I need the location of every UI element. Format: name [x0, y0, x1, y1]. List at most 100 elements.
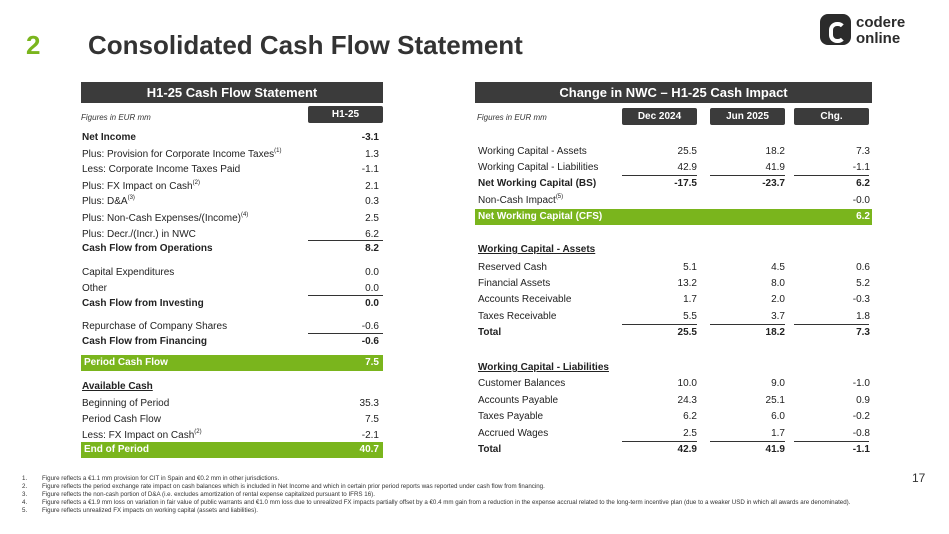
- right-row-value: 42.9: [677, 444, 697, 455]
- right-row-value: 4.5: [771, 262, 785, 273]
- right-row-label-text: Total: [478, 444, 502, 455]
- right-row: Accounts Receivable 1.7 2.0 -0.3: [475, 292, 872, 307]
- left-row-value: -1.1: [361, 164, 379, 175]
- left-row-label: Beginning of Period: [82, 396, 169, 411]
- left-row-value: 0.0: [365, 267, 379, 278]
- right-row-label-text: Non-Cash Impact: [478, 195, 556, 206]
- right-row-value: 8.0: [771, 278, 785, 289]
- footnote-text: Figure reflects a €1.9 mm loss on variat…: [42, 499, 851, 506]
- left-row-label: Other: [82, 281, 107, 296]
- left-row-label-text: Beginning of Period: [82, 398, 170, 409]
- right-row-label-text: Total: [478, 327, 502, 338]
- right-row: Taxes Payable 6.2 6.0 -0.2: [475, 409, 872, 424]
- left-row-value: 1.3: [365, 149, 379, 160]
- left-row-label-text: Cash Flow from Operations: [82, 243, 213, 254]
- left-row-value: 40.7: [359, 444, 379, 455]
- page-title: Consolidated Cash Flow Statement: [88, 30, 523, 60]
- left-row-label-text: Less: Corporate Income Taxes Paid: [82, 164, 241, 175]
- left-row-label: Net Income: [82, 130, 136, 145]
- logo-text-line2: online: [856, 30, 901, 47]
- right-row-value: -0.0: [852, 195, 870, 206]
- right-row-value: 10.0: [677, 378, 697, 389]
- left-row: Period Cash Flow 7.5: [81, 412, 383, 427]
- footnote: 2. Figure reflects the period exchange ra…: [22, 483, 862, 491]
- right-row-label: Working Capital - Liabilities: [478, 160, 598, 175]
- page-number: 17: [912, 471, 926, 485]
- left-row-value: 0.0: [365, 298, 379, 309]
- footnote-text: Figure reflects a €1.1 mm provision for …: [42, 475, 280, 482]
- right-col-header-change: Chg.: [794, 108, 869, 125]
- right-row-value: 6.0: [771, 411, 785, 422]
- right-row-label: Accounts Payable: [478, 393, 558, 408]
- right-row-label-text: Reserved Cash: [478, 262, 547, 273]
- left-row-label-text: Available Cash: [82, 381, 153, 392]
- left-row-value: -3.1: [361, 132, 379, 143]
- left-row: Cash Flow from Investing 0.0: [81, 296, 383, 311]
- left-row-label-text: Repurchase of Company Shares: [82, 321, 228, 332]
- left-row-value: 7.5: [365, 414, 379, 425]
- right-row-value: 25.1: [765, 395, 785, 406]
- right-row-value: 5.2: [856, 278, 870, 289]
- left-row-label: Cash Flow from Financing: [82, 334, 207, 349]
- left-row-label: Less: FX Impact on Cash(2): [82, 428, 202, 443]
- right-row-value: -0.2: [852, 411, 870, 422]
- subtotal-rule: [710, 441, 785, 442]
- right-row-value: -23.7: [762, 178, 785, 189]
- right-row-label: Total: [478, 442, 501, 457]
- left-row-label-text: End of Period: [84, 444, 149, 455]
- right-row: Customer Balances 10.0 9.0 -1.0: [475, 376, 872, 391]
- left-panel-heading: H1-25 Cash Flow Statement: [81, 82, 383, 103]
- right-row-label-text: Net Working Capital (CFS): [478, 211, 603, 222]
- left-row-label: Period Cash Flow: [84, 355, 168, 371]
- right-row-value: 7.3: [856, 327, 870, 338]
- left-row: Beginning of Period 35.3: [81, 396, 383, 411]
- right-row-value: 18.2: [765, 146, 785, 157]
- left-row: Plus: FX Impact on Cash(2) 2.1: [81, 179, 383, 194]
- left-row-label: Plus: Decr./(Incr.) in NWC: [82, 227, 196, 242]
- left-row-label: Cash Flow from Investing: [82, 296, 204, 311]
- left-row-label-text: Less: FX Impact on Cash: [82, 430, 195, 441]
- subtotal-rule: [622, 175, 697, 176]
- left-row-label: Period Cash Flow: [82, 412, 161, 427]
- footnote-number: 3.: [22, 491, 28, 498]
- left-row: Available Cash: [81, 379, 383, 394]
- right-row-label: Reserved Cash: [478, 260, 547, 275]
- left-row-label-text: Period Cash Flow: [82, 414, 161, 425]
- right-row: Non-Cash Impact(5) -0.0: [475, 193, 872, 208]
- left-row: Capital Expenditures 0.0: [81, 265, 383, 280]
- right-row: Working Capital - Liabilities 42.9 41.9 -1.…: [475, 160, 872, 175]
- right-row-value: 18.2: [765, 327, 785, 338]
- right-row-value: 41.9: [765, 444, 785, 455]
- right-row-label: Accrued Wages: [478, 426, 548, 441]
- right-row: Accounts Payable 24.3 25.1 0.9: [475, 393, 872, 408]
- right-row: Financial Assets 13.2 8.0 5.2: [475, 276, 872, 291]
- footnote-ref: (3): [127, 195, 135, 201]
- right-row-label: Customer Balances: [478, 376, 565, 391]
- right-row-value: -1.1: [852, 444, 870, 455]
- footnote: 5. Figure reflects unrealized FX impacts …: [22, 507, 862, 515]
- left-row-label-text: Plus: D&A: [82, 196, 128, 207]
- subtotal-rule: [308, 333, 383, 334]
- left-row-label: Plus: FX Impact on Cash(2): [82, 179, 200, 194]
- left-row: End of Period 40.7: [81, 442, 383, 458]
- right-row-label: Accounts Receivable: [478, 292, 571, 307]
- right-col-header-jun2025: Jun 2025: [710, 108, 785, 125]
- footnote-number: 4.: [22, 499, 28, 506]
- footnotes: 1. Figure reflects a €1.1 mm provision fo…: [22, 475, 862, 515]
- left-row-value: 6.2: [365, 229, 379, 240]
- right-col-header-dec2024: Dec 2024: [622, 108, 697, 125]
- right-row-value: 6.2: [856, 211, 870, 222]
- subtotal-rule: [622, 441, 697, 442]
- right-row-value: 0.6: [856, 262, 870, 273]
- right-units-note: Figures in EUR mm: [477, 113, 547, 122]
- left-row-label-text: Plus: Non-Cash Expenses/(Income): [82, 213, 241, 224]
- right-row-label-text: Accounts Receivable: [478, 294, 572, 305]
- right-row-value: 42.9: [677, 162, 697, 173]
- right-row-label-text: Financial Assets: [478, 278, 551, 289]
- footnote-ref: (1): [274, 148, 282, 154]
- left-row-value: 7.5: [365, 357, 379, 368]
- left-row-label-text: Capital Expenditures: [82, 267, 175, 278]
- left-row-label: End of Period: [84, 442, 149, 458]
- right-row-value: 24.3: [677, 395, 697, 406]
- right-row-label-text: Working Capital - Assets: [478, 146, 587, 157]
